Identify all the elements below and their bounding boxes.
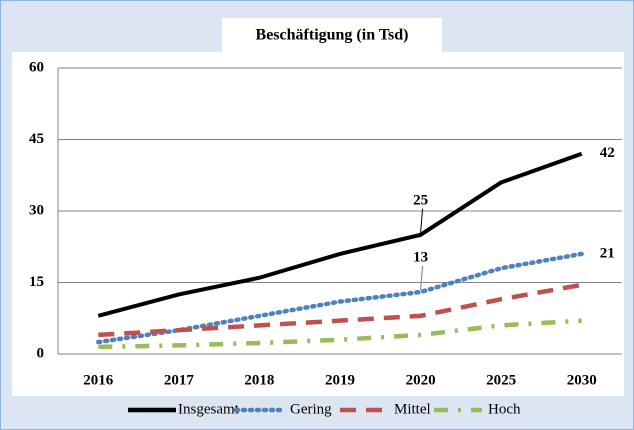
data-label: 42	[600, 145, 615, 161]
series-line	[96, 251, 584, 345]
y-tick-label: 0	[37, 345, 45, 361]
title-box	[222, 18, 442, 52]
plot-area	[12, 52, 624, 396]
x-tick-label: 2017	[164, 372, 195, 388]
data-label: 25	[413, 192, 428, 208]
legend-label: Gering	[290, 401, 332, 417]
legend-label: Hoch	[488, 401, 521, 417]
chart-title: Beschäftigung (in Tsd)	[256, 27, 409, 44]
leader-line	[420, 265, 424, 291]
x-tick-label: 2030	[567, 372, 597, 388]
series-line	[97, 151, 583, 318]
y-tick-label: 15	[29, 274, 44, 290]
x-tick-label: 2016	[83, 372, 114, 388]
y-tick-label: 60	[29, 59, 44, 75]
data-label: 21	[600, 245, 615, 261]
y-tick-label: 30	[29, 202, 44, 218]
y-tick-label: 45	[29, 131, 44, 147]
x-tick-label: 2018	[244, 372, 274, 388]
x-tick-label: 2019	[325, 372, 355, 388]
x-tick-label: 2020	[406, 372, 436, 388]
series-line	[98, 282, 583, 338]
data-label: 13	[413, 249, 428, 265]
series-line	[98, 318, 582, 350]
legend-label: Insgesamt	[178, 401, 240, 417]
x-tick-label: 2025	[486, 372, 516, 388]
legend-label: Mittel	[394, 401, 431, 417]
leader-line	[420, 208, 424, 233]
